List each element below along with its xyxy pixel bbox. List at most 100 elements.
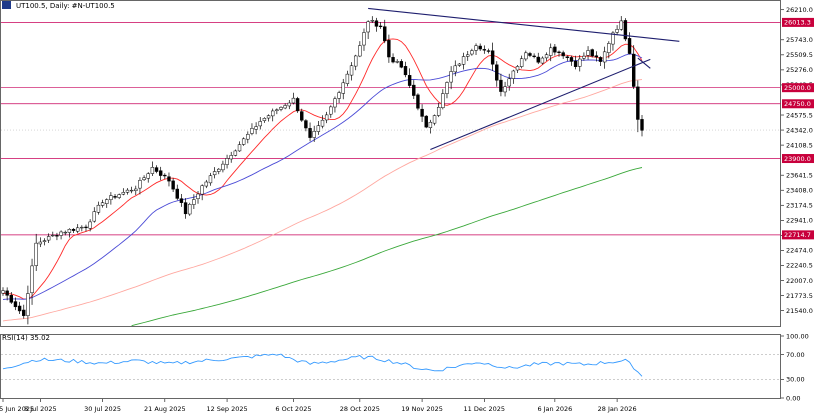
candle <box>9 292 14 304</box>
candle <box>349 62 354 81</box>
candle-body <box>113 196 117 198</box>
candle-body <box>80 226 84 229</box>
candle-body <box>353 55 358 67</box>
candle <box>221 160 225 173</box>
candle <box>370 16 374 23</box>
candle-body <box>295 98 300 112</box>
candle-body <box>366 21 370 33</box>
candle-body <box>134 188 138 191</box>
candle-body <box>528 53 532 56</box>
candle <box>403 61 408 78</box>
candle-body <box>511 70 516 79</box>
candle <box>578 54 582 72</box>
candle-body <box>1 290 5 294</box>
candle <box>142 175 146 182</box>
candle <box>295 96 300 113</box>
candle-body <box>461 56 466 65</box>
candle-body <box>237 144 242 152</box>
candle <box>100 199 105 208</box>
candle <box>171 178 175 193</box>
candle-body <box>17 305 22 312</box>
candle-body <box>146 173 150 179</box>
candle <box>345 70 350 87</box>
candle <box>30 258 34 305</box>
trendline <box>430 58 651 151</box>
candle <box>387 34 391 63</box>
candle-body <box>412 84 416 96</box>
candle <box>590 48 594 58</box>
candle <box>1 287 5 296</box>
moving-average-200 <box>131 167 643 327</box>
candle-body <box>67 228 72 233</box>
level-price-tag <box>782 154 814 164</box>
candle <box>528 51 532 58</box>
candle-body <box>432 115 437 124</box>
candle-body <box>399 61 404 68</box>
price-tick-label: 26210.0 <box>786 6 813 14</box>
candle-body <box>287 102 292 107</box>
candle <box>445 81 449 99</box>
price-tick-label: 22007.0 <box>786 277 813 285</box>
level-price-label: 26013.3 <box>784 19 811 27</box>
candle <box>84 224 88 232</box>
candle <box>549 43 553 62</box>
candle-body <box>271 110 275 117</box>
time-tick-label: 6 Jan 2026 <box>537 405 572 413</box>
candle <box>495 61 499 87</box>
candle-body <box>204 181 209 187</box>
candle-body <box>569 57 574 62</box>
candle-body <box>188 204 192 215</box>
candle-body <box>503 86 507 93</box>
candle-body <box>42 240 47 242</box>
time-tick-label: 19 Nov 2025 <box>401 405 443 413</box>
candle <box>266 114 271 122</box>
candle <box>416 93 420 111</box>
candle <box>557 50 561 57</box>
candle <box>478 43 482 52</box>
chart-window-icon[interactable] <box>2 1 11 9</box>
candle-body <box>179 198 184 203</box>
price-tick-label: 23641.5 <box>786 171 813 179</box>
candle-body <box>150 167 155 174</box>
time-tick-label: 11 Dec 2025 <box>464 405 506 413</box>
candle <box>275 108 279 115</box>
candle <box>607 41 611 59</box>
candle-body <box>420 108 424 117</box>
candle-body <box>38 241 43 245</box>
candle <box>92 207 96 223</box>
candle <box>262 117 267 123</box>
time-tick-label: 6 Oct 2025 <box>275 405 311 413</box>
price-plot-frame <box>0 0 781 327</box>
rsi-plot-frame <box>0 334 781 399</box>
candle <box>457 62 462 67</box>
level-price-label: 24750.0 <box>784 100 811 108</box>
candle <box>482 45 487 54</box>
candle-body <box>196 193 200 199</box>
candle <box>524 50 528 62</box>
candle <box>150 161 155 176</box>
candle <box>486 48 491 54</box>
candle <box>283 103 287 110</box>
candle-body <box>536 56 540 63</box>
rsi-panel: 100.00 70.00 30.00 0.00 <box>0 332 809 402</box>
rsi-tick-label: 100.00 <box>786 332 809 340</box>
candle <box>217 168 221 175</box>
candle <box>623 18 628 42</box>
candle <box>561 50 565 59</box>
candle-body <box>474 45 478 51</box>
candle-body <box>391 57 395 63</box>
candle <box>117 193 121 200</box>
candle <box>229 151 233 163</box>
candle-body <box>9 295 14 303</box>
candle <box>17 301 22 315</box>
candle-body <box>279 107 283 110</box>
candle-body <box>532 55 536 58</box>
candle-body <box>407 75 412 86</box>
candle-body <box>362 32 366 46</box>
candle-body <box>291 97 296 104</box>
candle-body <box>30 265 34 293</box>
candle <box>237 141 242 152</box>
candle <box>511 69 516 84</box>
symbol-header: UT100.5, Daily: #N-UT100.5 <box>16 2 115 10</box>
candle <box>279 106 283 112</box>
